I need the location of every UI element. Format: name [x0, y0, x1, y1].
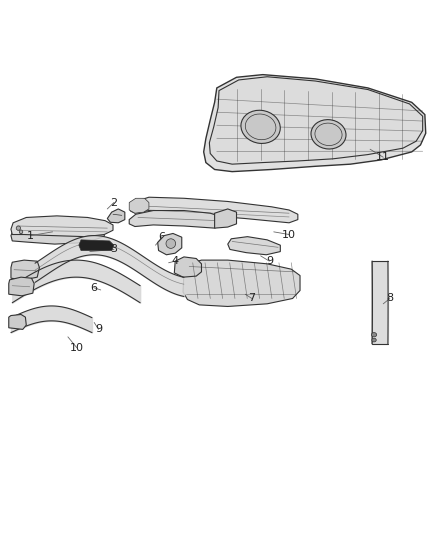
- Ellipse shape: [16, 226, 21, 230]
- Polygon shape: [11, 216, 113, 237]
- Ellipse shape: [371, 333, 377, 337]
- Polygon shape: [107, 209, 125, 223]
- Polygon shape: [79, 240, 114, 251]
- Text: 11: 11: [376, 152, 390, 162]
- Text: 10: 10: [282, 230, 296, 239]
- Text: 1: 1: [27, 231, 34, 240]
- Text: 8: 8: [386, 294, 393, 303]
- Ellipse shape: [311, 119, 346, 149]
- Polygon shape: [9, 314, 26, 329]
- Text: 3: 3: [110, 245, 117, 254]
- Polygon shape: [228, 237, 280, 255]
- Text: 6: 6: [91, 283, 98, 293]
- Polygon shape: [9, 277, 34, 296]
- Polygon shape: [11, 260, 39, 280]
- Text: 7: 7: [248, 294, 255, 303]
- Polygon shape: [174, 257, 201, 277]
- Text: 2: 2: [110, 198, 117, 207]
- Polygon shape: [204, 75, 426, 172]
- Ellipse shape: [19, 230, 23, 233]
- Polygon shape: [129, 211, 223, 228]
- Ellipse shape: [241, 110, 280, 143]
- Polygon shape: [11, 225, 104, 244]
- Text: 4: 4: [172, 256, 179, 266]
- Text: 9: 9: [95, 325, 102, 334]
- Text: 10: 10: [70, 343, 84, 352]
- Text: 6: 6: [159, 232, 166, 242]
- Polygon shape: [129, 198, 149, 213]
- Text: 9: 9: [266, 256, 273, 266]
- Polygon shape: [183, 260, 300, 306]
- Polygon shape: [215, 209, 237, 228]
- Polygon shape: [131, 197, 298, 223]
- Ellipse shape: [166, 239, 176, 248]
- Polygon shape: [158, 233, 182, 255]
- Polygon shape: [209, 77, 423, 164]
- Ellipse shape: [372, 338, 376, 342]
